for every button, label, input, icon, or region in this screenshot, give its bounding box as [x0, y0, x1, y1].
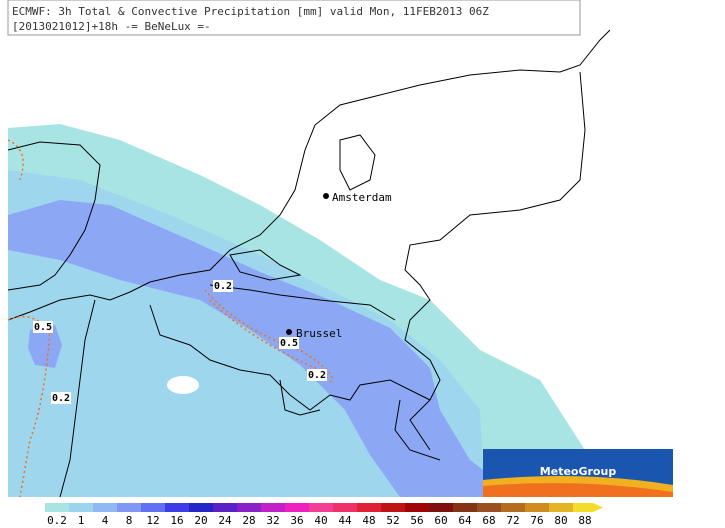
legend-swatch [189, 503, 213, 512]
legend-label: 32 [266, 514, 279, 527]
contour-label-bg [307, 369, 327, 381]
contour-label: 0.5 [280, 338, 298, 349]
legend-label: 20 [194, 514, 207, 527]
legend-swatch [381, 503, 405, 512]
legend-swatch [237, 503, 261, 512]
legend-label: 24 [218, 514, 232, 527]
contour-label-bg [33, 321, 53, 333]
legend-swatch [453, 503, 477, 512]
color-legend: 0.2 1 4 8 12 16 20 24 28 32 36 40 44 48 52 56 60 64 68 72 76… [45, 503, 603, 527]
legend-label: 88 [578, 514, 591, 527]
legend-label: 1 [78, 514, 85, 527]
legend-swatch [165, 503, 189, 512]
contour-label: 0.2 [52, 393, 70, 404]
legend-label: 36 [290, 514, 303, 527]
legend-label: 64 [458, 514, 472, 527]
legend-label: 60 [434, 514, 447, 527]
subtitle: [2013021012]+18h -= BeNeLux =- [12, 20, 211, 33]
legend-swatch [261, 503, 285, 512]
title: ECMWF: 3h Total & Convective Precipitati… [12, 5, 489, 18]
legend-swatch [477, 503, 501, 512]
legend-label: 76 [530, 514, 543, 527]
city-label: Brussel [296, 327, 342, 340]
contour-label-bg [279, 337, 299, 349]
legend-label: 40 [314, 514, 327, 527]
legend-swatch [501, 503, 525, 512]
legend-label: 80 [554, 514, 567, 527]
contour-label: 0.2 [214, 281, 232, 292]
legend-label: 48 [362, 514, 375, 527]
legend-label: 8 [126, 514, 133, 527]
logo-text: MeteoGroup [540, 465, 617, 478]
legend-swatch [141, 503, 165, 512]
legend-label: 68 [482, 514, 495, 527]
legend-label: 72 [506, 514, 519, 527]
legend-swatch [357, 503, 381, 512]
legend-label: 56 [410, 514, 423, 527]
city-dot [286, 329, 292, 335]
legend-label: 4 [102, 514, 109, 527]
contour-label-bg [51, 392, 71, 404]
legend-label: 16 [170, 514, 183, 527]
legend-swatch [549, 503, 573, 512]
legend-label: 52 [386, 514, 399, 527]
precip-field [8, 124, 585, 497]
contour-label: 0.2 [308, 370, 326, 381]
contour-label-bg [213, 280, 233, 292]
legend-swatch [93, 503, 117, 512]
logo: MeteoGroup [483, 449, 673, 497]
legend-swatch [309, 503, 333, 512]
contour [7, 139, 333, 498]
legend-label: 28 [242, 514, 255, 527]
border [149, 71, 586, 461]
legend-swatch [429, 503, 453, 512]
legend-label: 44 [338, 514, 352, 527]
legend-swatch [285, 503, 309, 512]
legend-swatch [45, 503, 69, 512]
legend-swatch [333, 503, 357, 512]
legend-label: 0.2 [47, 514, 67, 527]
legend-swatch [525, 503, 549, 512]
legend-label: 12 [146, 514, 159, 527]
legend-swatch [573, 503, 603, 512]
city-label: Amsterdam [332, 191, 392, 204]
legend-swatch [69, 503, 93, 512]
contour-label: 0.5 [34, 322, 52, 333]
title-box [7, 0, 581, 36]
legend-swatch [117, 503, 141, 512]
legend-swatch [213, 503, 237, 512]
coastline [7, 29, 611, 498]
city-dot [323, 193, 329, 199]
legend-swatch [405, 503, 429, 512]
